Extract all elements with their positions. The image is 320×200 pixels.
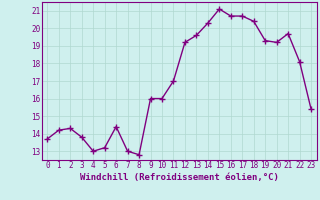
X-axis label: Windchill (Refroidissement éolien,°C): Windchill (Refroidissement éolien,°C) (80, 173, 279, 182)
